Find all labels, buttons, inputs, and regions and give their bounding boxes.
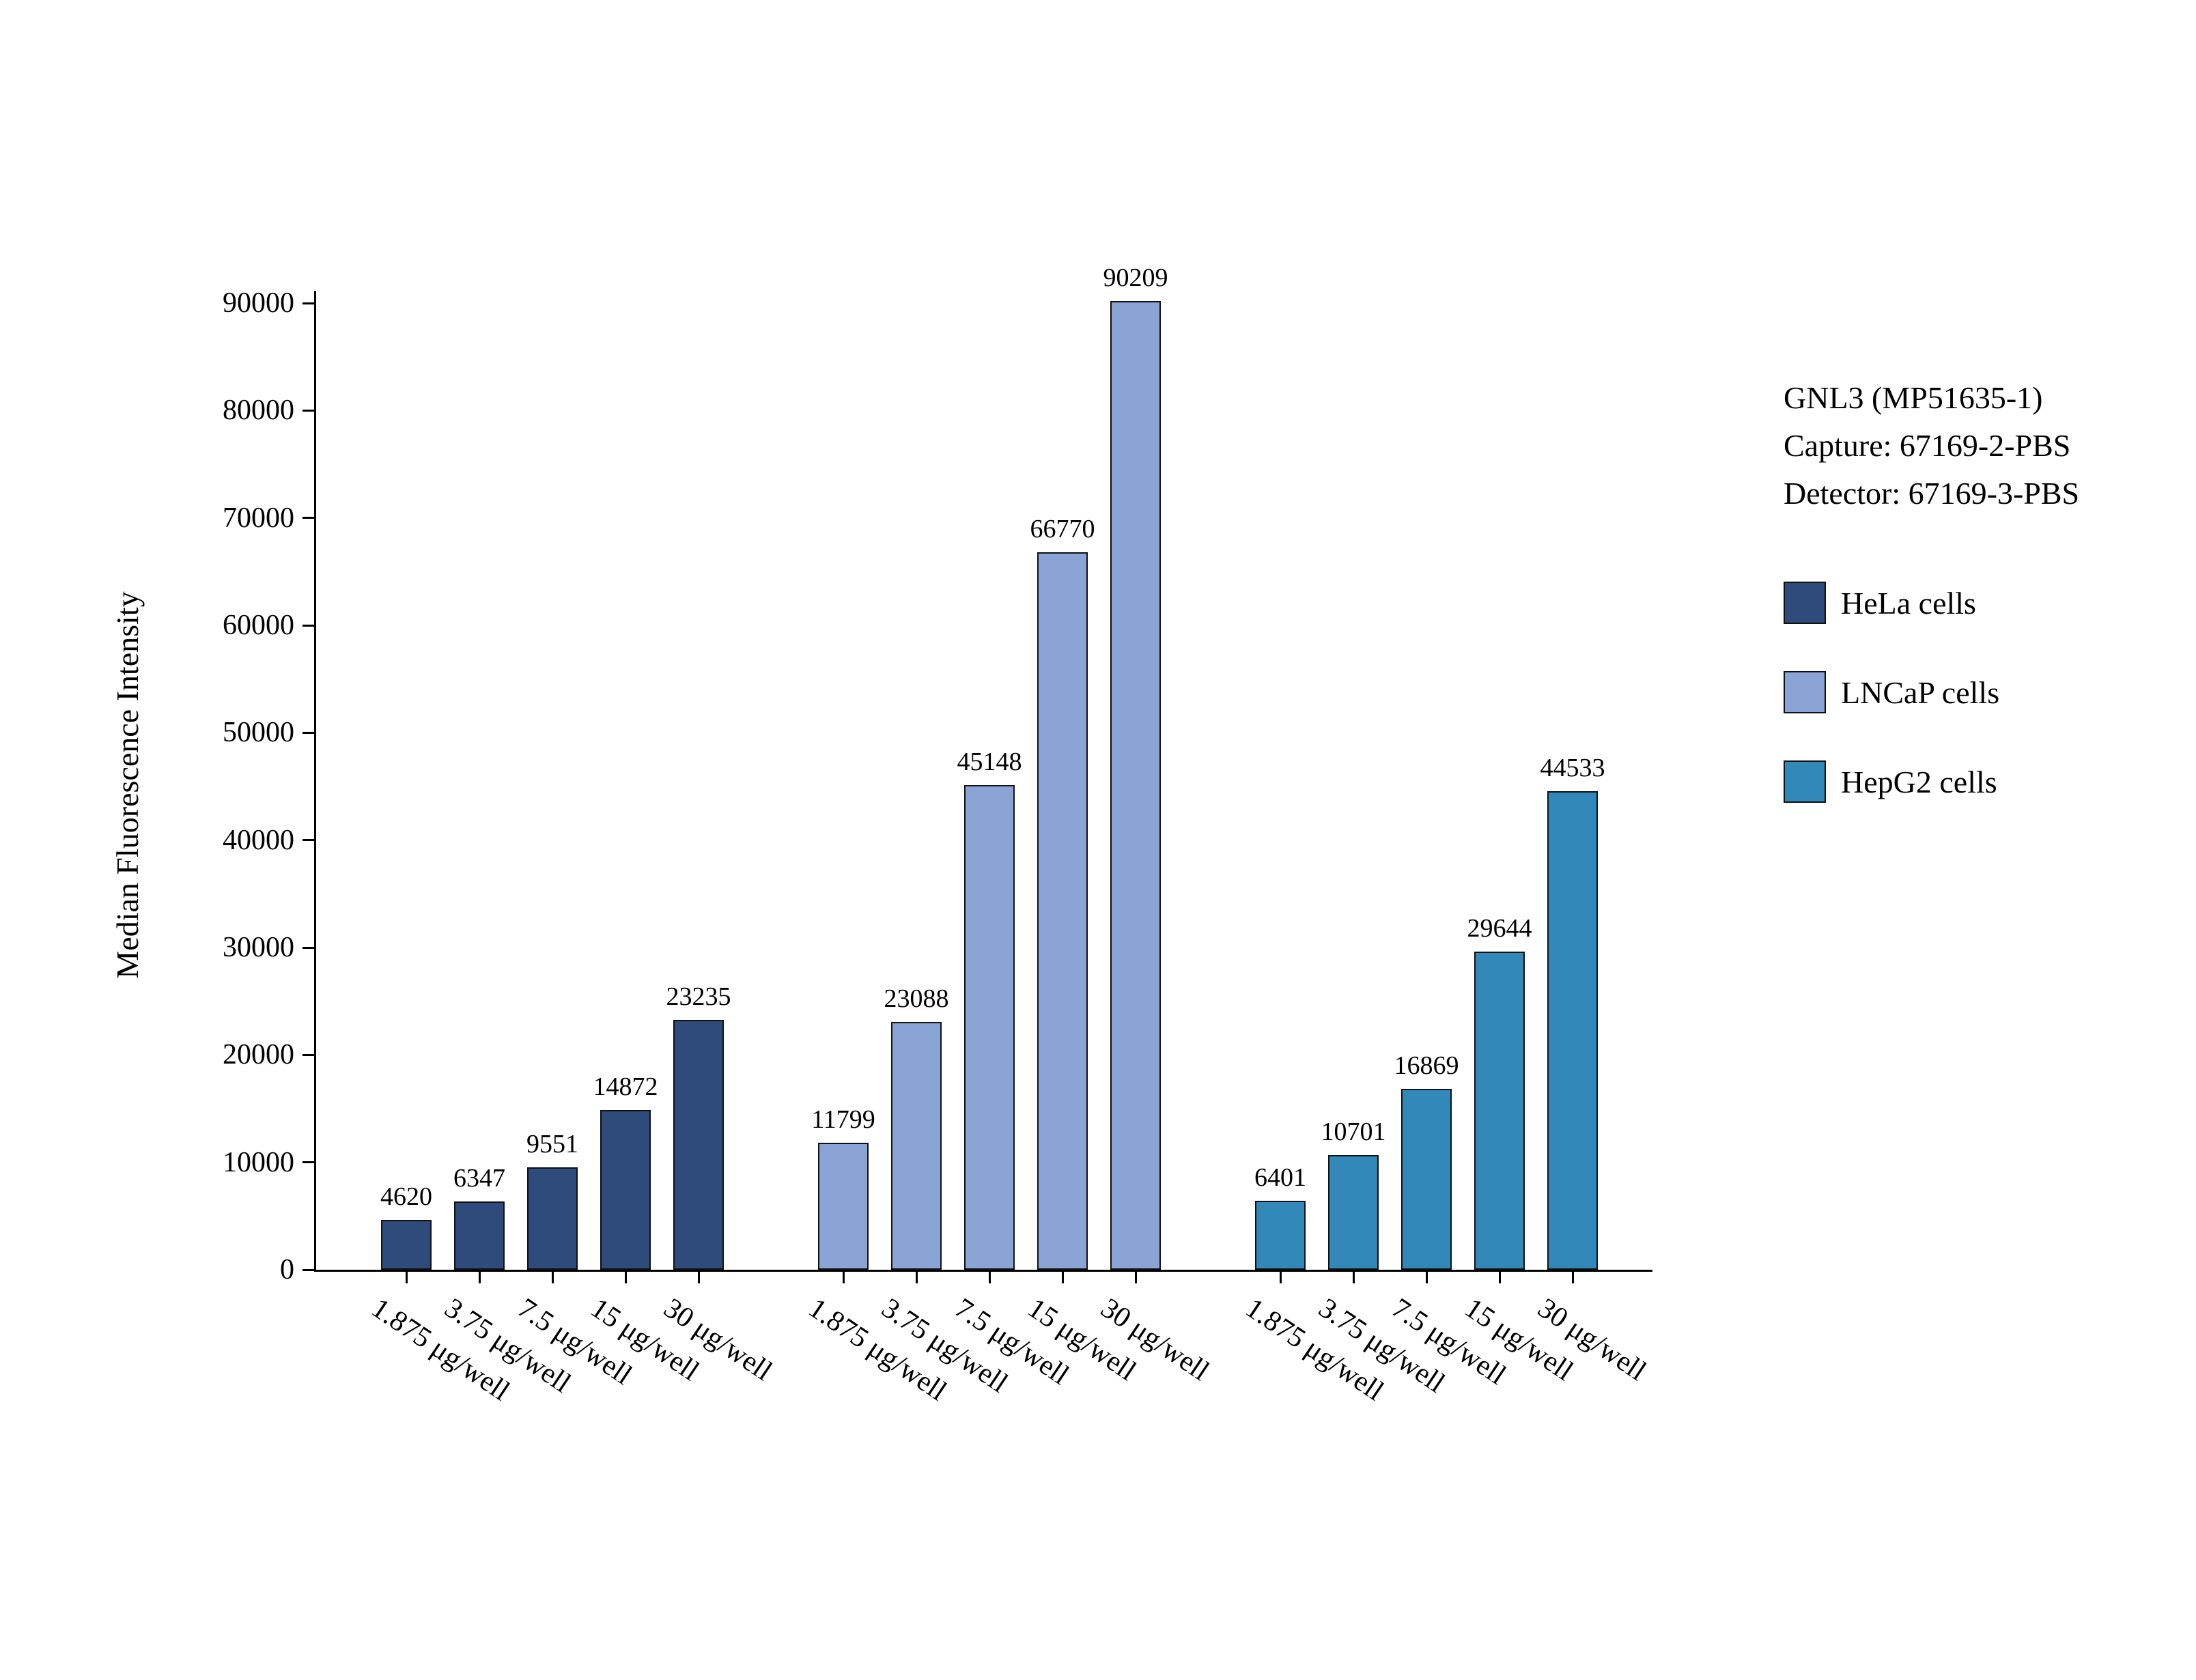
y-axis-tick <box>302 302 314 304</box>
y-tick-label: 90000 <box>223 287 294 319</box>
bar-value-label: 45148 <box>957 747 1022 776</box>
bar <box>818 1143 869 1270</box>
bar-value-label: 11799 <box>811 1105 875 1135</box>
bar <box>600 1110 651 1270</box>
bar-value-label: 16869 <box>1394 1051 1459 1080</box>
bar <box>673 1020 724 1270</box>
x-axis-tick <box>478 1272 481 1283</box>
bar <box>1401 1088 1452 1270</box>
legend-label-hepg2: HepG2 cells <box>1841 764 1997 799</box>
y-axis-tick <box>302 839 314 842</box>
x-axis-tick <box>1498 1272 1501 1283</box>
x-axis-tick <box>1061 1272 1064 1283</box>
bar-value-label: 6401 <box>1254 1163 1306 1193</box>
x-axis-tick <box>1279 1272 1282 1283</box>
y-axis-tick <box>302 731 314 734</box>
bar <box>454 1201 505 1270</box>
annotation-line-3: Detector: 67169-3-PBS <box>1784 476 2080 511</box>
bar-value-label: 10701 <box>1321 1117 1386 1146</box>
y-axis-tick <box>302 409 314 412</box>
x-axis-tick <box>405 1272 408 1283</box>
y-axis-tick <box>302 1161 314 1164</box>
legend-swatch-hepg2 <box>1784 760 1826 803</box>
y-axis-tick <box>302 1053 314 1056</box>
bar-value-label: 9551 <box>526 1129 578 1158</box>
bar-value-label: 29644 <box>1467 913 1532 943</box>
y-tick-label: 70000 <box>223 502 294 534</box>
y-tick-label: 30000 <box>223 932 294 963</box>
y-tick-label: 50000 <box>223 717 294 749</box>
bar <box>1474 951 1525 1270</box>
legend-item-hela: HeLa cells <box>1784 582 1999 624</box>
bar-value-label: 23088 <box>884 984 949 1013</box>
annotation-line-2: Capture: 67169-2-PBS <box>1784 428 2071 463</box>
x-axis-tick <box>697 1272 700 1283</box>
x-axis-tick <box>988 1272 991 1283</box>
legend-swatch-hela <box>1784 582 1826 624</box>
bar <box>1037 552 1088 1270</box>
bar-value-label: 90209 <box>1103 263 1168 292</box>
y-tick-label: 20000 <box>223 1039 294 1071</box>
bar <box>1110 300 1161 1270</box>
y-tick-label: 0 <box>280 1254 294 1285</box>
x-axis-tick <box>1425 1272 1428 1283</box>
y-axis-tick <box>302 517 314 519</box>
y-axis-tick <box>302 946 314 949</box>
bar <box>1255 1201 1306 1270</box>
bar-value-label: 66770 <box>1030 515 1095 544</box>
bar-value-label: 44533 <box>1540 754 1605 783</box>
legend-swatch-lncap <box>1784 671 1826 713</box>
x-axis-tick <box>1134 1272 1137 1283</box>
plot-area: 0 10000 20000 30000 40000 50000 60000 70000 8000… <box>223 264 1652 1407</box>
bar-value-label: 4620 <box>380 1182 432 1212</box>
y-tick-label: 60000 <box>223 610 294 641</box>
y-tick-label: 40000 <box>223 824 294 856</box>
x-axis-tick <box>842 1272 845 1283</box>
x-axis-tick <box>624 1272 627 1283</box>
legend-label-hela: HeLa cells <box>1841 585 1976 621</box>
bar <box>381 1220 432 1270</box>
x-axis-tick <box>915 1272 918 1283</box>
x-axis-tick <box>1571 1272 1574 1283</box>
bar-value-label: 6347 <box>453 1164 505 1193</box>
bar <box>1328 1154 1379 1270</box>
legend: HeLa cells LNCaP cells HepG2 cells <box>1784 582 1999 850</box>
x-axis-tick <box>551 1272 554 1283</box>
y-axis-tick <box>302 1268 314 1271</box>
bar-value-label: 14872 <box>593 1072 658 1101</box>
bar-value-label: 23235 <box>666 982 731 1012</box>
y-tick-label: 80000 <box>223 395 294 427</box>
y-axis-title: Median Fluorescence Intensity <box>110 591 145 979</box>
y-tick-label: 10000 <box>223 1146 294 1178</box>
bar <box>964 784 1015 1270</box>
bar <box>527 1167 578 1270</box>
legend-label-lncap: LNCaP cells <box>1841 674 2000 710</box>
bar <box>1547 791 1598 1270</box>
x-axis-tick <box>1352 1272 1355 1283</box>
legend-item-lncap: LNCaP cells <box>1784 671 1999 713</box>
annotation-block: GNL3 (MP51635-1) Capture: 67169-2-PBS De… <box>1784 374 2079 517</box>
bar <box>891 1021 942 1270</box>
y-axis-tick <box>302 624 314 627</box>
annotation-line-1: GNL3 (MP51635-1) <box>1784 380 2043 415</box>
legend-item-hepg2: HepG2 cells <box>1784 760 1999 803</box>
